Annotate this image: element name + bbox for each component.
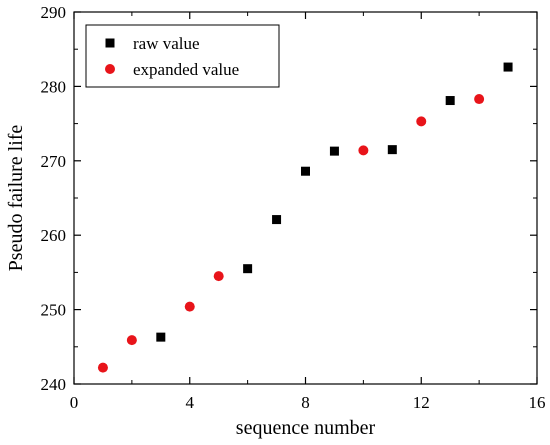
x-tick-label: 0 [70,393,79,412]
data-point [503,62,513,72]
data-point [126,335,137,346]
legend-item: raw value [105,34,200,53]
data-point [329,146,339,156]
x-tick-label: 4 [186,393,195,412]
legend-label: raw value [133,34,200,53]
data-point [358,145,369,156]
legend-box [85,24,280,88]
data-point [97,362,108,373]
data-point [243,264,253,274]
legend-marker [105,64,115,74]
legend-marker [105,38,115,48]
x-axis-label: sequence number [236,417,376,439]
data-point [301,166,310,176]
x-tick-label: 8 [301,393,310,412]
y-axis-ticks: 240 250 260 270 280 290 [41,3,537,394]
y-axis-label: Pseudo failure life [5,125,27,272]
legend-item: expanded value [105,60,239,79]
y-tick-label: 250 [41,301,67,320]
series-2 [97,94,485,373]
data-point [445,96,455,106]
legend-label: expanded value [133,60,239,79]
x-axis-ticks: 0 4 8 12 16 [70,12,546,412]
y-tick-label: 240 [41,375,67,394]
data-point [474,94,485,105]
y-tick-label: 270 [41,152,67,171]
plot-area [97,62,513,373]
legend: raw value expanded value [85,24,280,88]
x-tick-label: 12 [413,393,430,412]
x-tick-label: 16 [529,393,546,412]
data-point [416,116,427,127]
y-tick-label: 290 [41,3,67,22]
data-point [272,215,282,225]
y-tick-label: 260 [41,226,67,245]
data-point [184,301,195,312]
data-point [213,271,224,282]
series-1 [156,62,513,342]
y-tick-label: 280 [41,77,67,96]
data-point [156,332,166,342]
data-point [387,145,397,155]
